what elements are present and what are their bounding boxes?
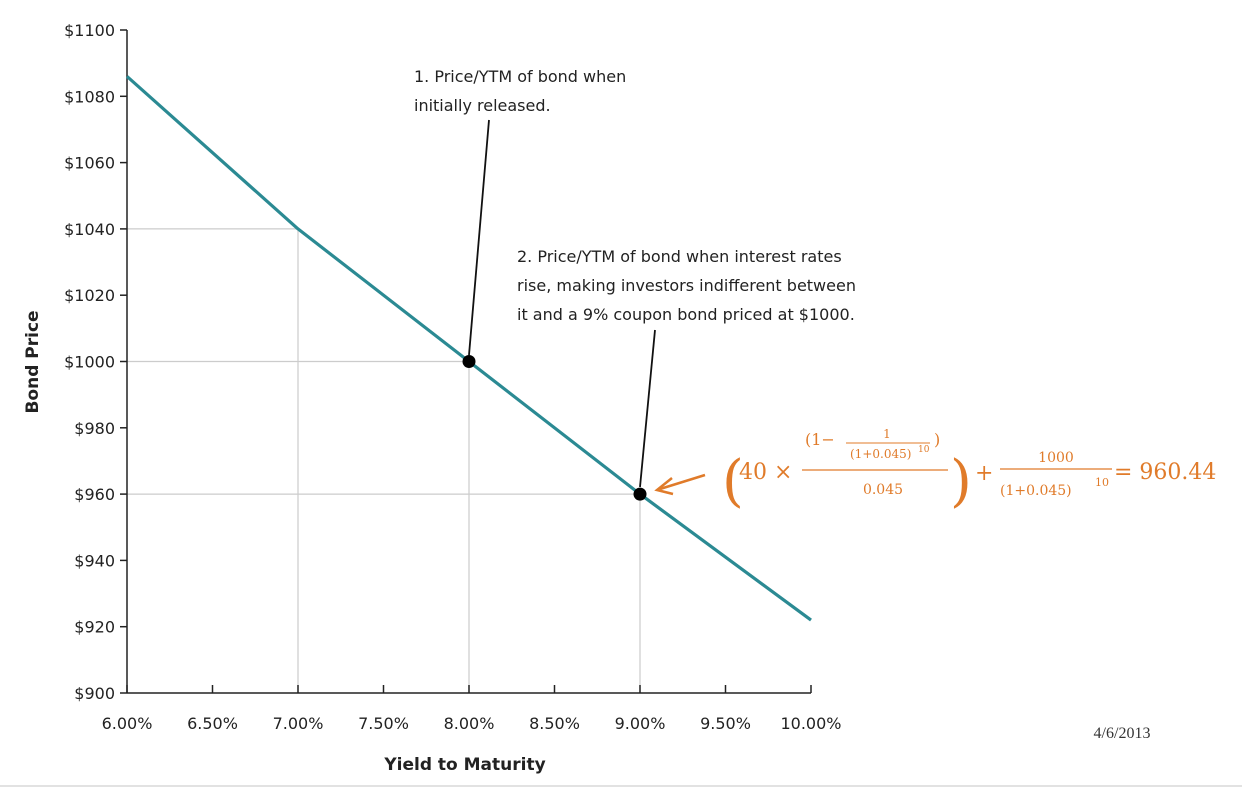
- formula-second-exponent: 10: [1095, 476, 1109, 489]
- x-tick-label: 6.50%: [187, 714, 238, 733]
- y-tick-label: $960: [74, 485, 115, 504]
- annotation-1: 1. Price/YTM of bond when initially rele…: [414, 67, 626, 356]
- formula-second-denominator: (1+0.045): [1000, 483, 1072, 499]
- formula-close-paren: ): [950, 449, 972, 514]
- y-tick-label: $1080: [64, 87, 115, 106]
- formula-arrow: [654, 473, 706, 496]
- x-tick-label: 6.00%: [102, 714, 153, 733]
- formula-inner-denominator: (1+0.045): [850, 447, 911, 461]
- formula-one-minus: (1−: [805, 430, 835, 449]
- y-tick-label: $1040: [64, 220, 115, 239]
- x-axis-title: Yield to Maturity: [383, 755, 545, 775]
- y-tick-label: $900: [74, 684, 115, 703]
- formula-open-paren: (: [722, 449, 744, 514]
- x-tick-label: 9.50%: [700, 714, 751, 733]
- y-tick-label: $1100: [64, 21, 115, 40]
- formula-rate: 0.045: [863, 482, 903, 498]
- formula-face-value: 1000: [1038, 450, 1074, 466]
- x-tick-label: 8.00%: [444, 714, 495, 733]
- x-tick-label: 7.00%: [273, 714, 324, 733]
- annotation-2-leader-line: [639, 329, 656, 488]
- x-tick-label: 10.00%: [780, 714, 841, 733]
- reference-lines: [127, 228, 641, 693]
- y-axis-title: Bond Price: [23, 310, 43, 413]
- series: [125, 75, 812, 622]
- date-label: 4/6/2013: [1094, 725, 1151, 742]
- annotation-1-line-1: 1. Price/YTM of bond when: [414, 67, 626, 86]
- annotation-2-line-2: rise, making investors indifferent betwe…: [517, 276, 856, 295]
- formula-plus: +: [975, 461, 993, 486]
- formula-inner-exponent: 10: [918, 445, 930, 455]
- x-tick-label: 8.50%: [529, 714, 580, 733]
- formula-inner-close: ): [934, 430, 940, 449]
- annotation-2-line-1: 2. Price/YTM of bond when interest rates: [517, 247, 842, 266]
- y-tick-label: $1000: [64, 353, 115, 372]
- annotation-1-leader-line: [468, 119, 490, 356]
- price-formula: ( 40 × (1− 1 (1+0.045) 10 ) 0.045 ) + 10…: [722, 427, 1216, 514]
- y-tick-label: $1060: [64, 154, 115, 173]
- y-tick-label: $920: [74, 618, 115, 637]
- x-tick-label: 9.00%: [615, 714, 666, 733]
- highlight-point-1: [462, 355, 476, 368]
- y-tick-label: $980: [74, 419, 115, 438]
- annotation-2-line-3: it and a 9% coupon bond priced at $1000.: [517, 305, 855, 324]
- y-tick-label: $1020: [64, 286, 115, 305]
- formula-coupon: 40 ×: [739, 460, 792, 485]
- highlight-point-2: [633, 487, 647, 501]
- formula-inner-numerator: 1: [883, 427, 891, 441]
- y-tick-label: $940: [74, 551, 115, 570]
- formula-result: = 960.44: [1114, 460, 1216, 485]
- arrow-shaft: [659, 473, 706, 491]
- ticks: $900 $920 $940 $960 $980 $1000 $1020 $1040 $1060…: [64, 21, 841, 733]
- annotation-1-line-2: initially released.: [414, 96, 551, 115]
- x-tick-label: 7.50%: [358, 714, 409, 733]
- annotation-2: 2. Price/YTM of bond when interest rates…: [517, 247, 856, 488]
- arrow-head: [654, 477, 674, 496]
